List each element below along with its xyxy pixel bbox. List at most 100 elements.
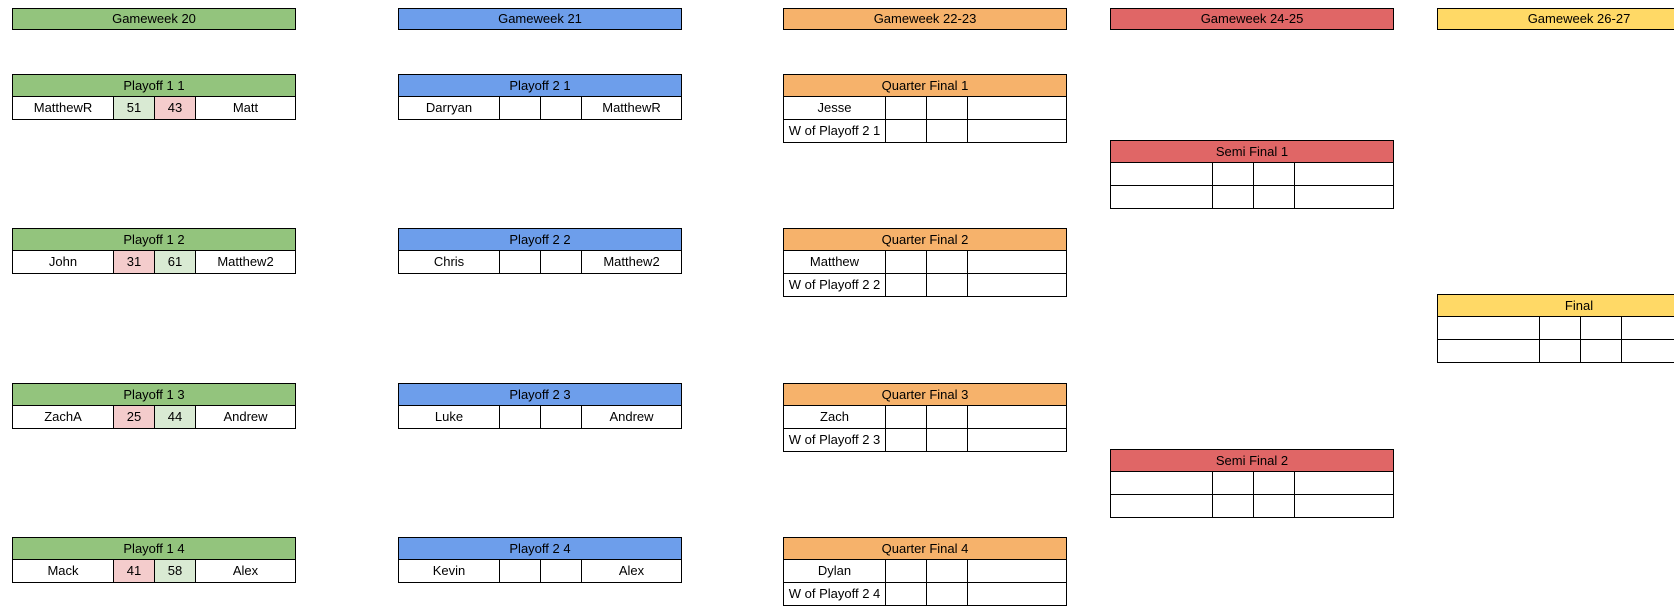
aggregate-score-cell[interactable]: [967, 251, 1066, 273]
leg-1-score-cell[interactable]: [885, 560, 926, 582]
gameweek-header: Gameweek 24-25: [1110, 8, 1394, 30]
leg-2-score-cell[interactable]: [926, 429, 967, 451]
leg-1-score-cell[interactable]: [1539, 340, 1580, 362]
leg-2-score-cell[interactable]: [1253, 186, 1294, 208]
aggregate-score-cell[interactable]: [967, 120, 1066, 142]
match-title: Playoff 1 4: [13, 538, 295, 560]
home-score-cell[interactable]: [499, 406, 540, 428]
away-score-cell[interactable]: 61: [154, 251, 195, 273]
leg-2-score-cell[interactable]: [1580, 340, 1621, 362]
leg-1-score-cell[interactable]: [885, 120, 926, 142]
match-title: Playoff 1 3: [13, 384, 295, 406]
aggregate-score-cell[interactable]: [1294, 163, 1393, 185]
away-team-cell[interactable]: Andrew: [195, 406, 295, 428]
aggregate-score-cell[interactable]: [1621, 340, 1674, 362]
leg-2-score-cell[interactable]: [1253, 163, 1294, 185]
team-name-cell[interactable]: W of Playoff 2 2: [788, 277, 881, 292]
leg-1-score-cell[interactable]: [1212, 186, 1253, 208]
away-score-cell[interactable]: [540, 251, 581, 273]
home-score-cell[interactable]: 25: [113, 406, 154, 428]
team-name-cell[interactable]: [1438, 317, 1539, 339]
leg-1-score-cell[interactable]: [885, 274, 926, 296]
leg-1-score-cell[interactable]: [885, 406, 926, 428]
home-score-cell[interactable]: [499, 560, 540, 582]
team-name-cell[interactable]: W of Playoff 2 1: [788, 123, 881, 138]
leg-2-score-cell[interactable]: [926, 97, 967, 119]
aggregate-score-cell[interactable]: [1294, 495, 1393, 517]
leg-1-score-cell[interactable]: [885, 583, 926, 605]
away-team-cell[interactable]: Matthew2: [581, 251, 681, 273]
home-score-cell[interactable]: 31: [113, 251, 154, 273]
leg-1-score-cell[interactable]: [885, 251, 926, 273]
leg-1-score-cell[interactable]: [885, 97, 926, 119]
home-score-cell[interactable]: [499, 97, 540, 119]
leg-2-score-cell[interactable]: [926, 560, 967, 582]
away-team-cell[interactable]: Alex: [195, 560, 295, 582]
team-row: Jesse: [784, 97, 1066, 119]
home-team-cell[interactable]: John: [48, 254, 78, 269]
home-team-cell[interactable]: Chris: [433, 254, 465, 269]
leg-2-score-cell[interactable]: [926, 120, 967, 142]
leg-1-score-cell[interactable]: [1539, 317, 1580, 339]
team-name-cell[interactable]: W of Playoff 2 3: [788, 432, 881, 447]
aggregate-score-cell[interactable]: [1621, 317, 1674, 339]
home-team-cell[interactable]: MatthewR: [33, 100, 93, 115]
aggregate-score-cell[interactable]: [967, 97, 1066, 119]
aggregate-score-cell[interactable]: [967, 583, 1066, 605]
aggregate-score-cell[interactable]: [967, 274, 1066, 296]
home-team-cell[interactable]: Kevin: [432, 563, 466, 578]
team-name-cell[interactable]: Dylan: [817, 563, 852, 578]
aggregate-score-cell[interactable]: [1294, 472, 1393, 494]
away-team-cell[interactable]: Alex: [581, 560, 681, 582]
home-team-cell[interactable]: Darryan: [425, 100, 473, 115]
away-score-cell[interactable]: 58: [154, 560, 195, 582]
team-name-cell[interactable]: W of Playoff 2 4: [788, 586, 881, 601]
away-team-cell[interactable]: Matthew2: [195, 251, 295, 273]
aggregate-score-cell[interactable]: [967, 406, 1066, 428]
home-team-cell[interactable]: Mack: [47, 563, 79, 578]
team-name-cell[interactable]: [1111, 495, 1212, 517]
away-team-cell[interactable]: MatthewR: [581, 97, 681, 119]
match-title: Playoff 1 1: [13, 75, 295, 97]
away-team-cell[interactable]: Andrew: [581, 406, 681, 428]
match-row: Chris Matthew2: [399, 251, 681, 273]
match-box: Playoff 2 3 Luke Andrew: [398, 383, 682, 429]
leg-2-score-cell[interactable]: [926, 251, 967, 273]
team-name-cell[interactable]: Matthew: [809, 254, 860, 269]
leg-2-score-cell[interactable]: [1253, 472, 1294, 494]
home-score-cell[interactable]: 41: [113, 560, 154, 582]
away-team-cell[interactable]: Matt: [195, 97, 295, 119]
aggregate-score-cell[interactable]: [1294, 186, 1393, 208]
team-name-cell[interactable]: [1111, 472, 1212, 494]
away-score-cell[interactable]: 44: [154, 406, 195, 428]
leg-1-score-cell[interactable]: [1212, 163, 1253, 185]
team-name-cell[interactable]: [1111, 163, 1212, 185]
away-score-cell[interactable]: 43: [154, 97, 195, 119]
away-score-cell[interactable]: [540, 560, 581, 582]
leg-2-score-cell[interactable]: [1253, 495, 1294, 517]
away-score-cell[interactable]: [540, 406, 581, 428]
away-score-cell[interactable]: [540, 97, 581, 119]
team-row: [1111, 472, 1393, 494]
leg-2-score-cell[interactable]: [926, 583, 967, 605]
leg-1-score-cell[interactable]: [885, 429, 926, 451]
leg-2-score-cell[interactable]: [1580, 317, 1621, 339]
team-name-cell[interactable]: Jesse: [817, 100, 852, 115]
leg-2-score-cell[interactable]: [926, 406, 967, 428]
leg-2-score-cell[interactable]: [926, 274, 967, 296]
home-team-cell[interactable]: ZachA: [44, 409, 82, 424]
leg-1-score-cell[interactable]: [1212, 495, 1253, 517]
home-team-cell[interactable]: Luke: [434, 409, 464, 424]
team-name-cell[interactable]: Zach: [820, 409, 849, 424]
leg-1-score-cell[interactable]: [1212, 472, 1253, 494]
match-box: Semi Final 1: [1110, 140, 1394, 209]
home-score-cell[interactable]: [499, 251, 540, 273]
match-title: Playoff 2 3: [399, 384, 681, 406]
aggregate-score-cell[interactable]: [967, 429, 1066, 451]
match-row: Luke Andrew: [399, 406, 681, 428]
team-name-cell[interactable]: [1438, 340, 1539, 362]
team-name-cell[interactable]: [1111, 186, 1212, 208]
aggregate-score-cell[interactable]: [967, 560, 1066, 582]
home-score-cell[interactable]: 51: [113, 97, 154, 119]
team-row: Matthew: [784, 251, 1066, 273]
